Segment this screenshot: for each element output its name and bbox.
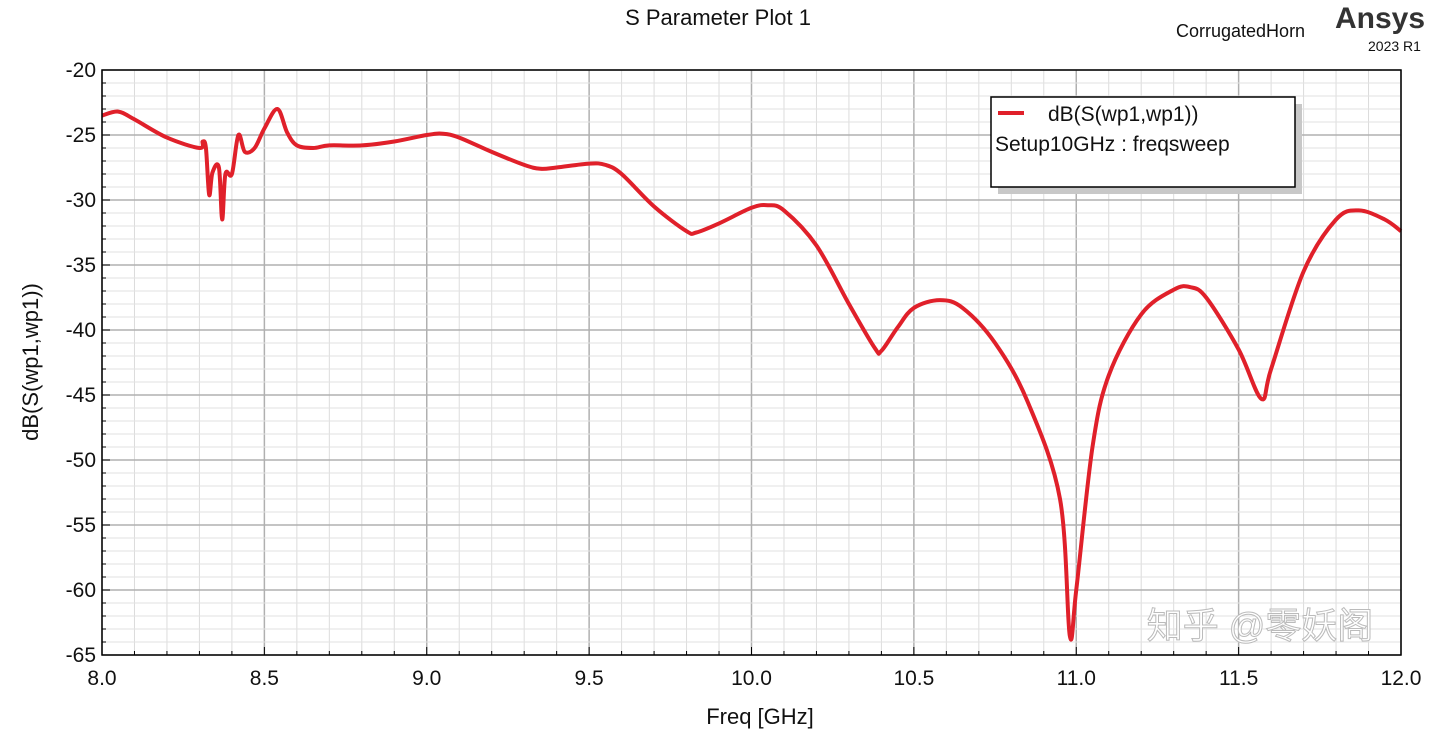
project-name: CorrugatedHorn bbox=[1176, 21, 1306, 41]
x-tick-label: 11.5 bbox=[1219, 667, 1258, 690]
y-tick-label: -35 bbox=[66, 254, 96, 277]
x-tick-label: 11.0 bbox=[1057, 667, 1096, 690]
x-tick-label: 10.0 bbox=[731, 667, 772, 690]
version-label: 2023 R1 bbox=[1368, 38, 1421, 54]
legend-setup: Setup10GHz : freqsweep bbox=[995, 133, 1230, 156]
x-tick-label: 12.0 bbox=[1381, 667, 1422, 690]
chart-title: S Parameter Plot 1 bbox=[625, 5, 811, 30]
series-line bbox=[101, 107, 1403, 642]
y-tick-label: -30 bbox=[66, 189, 96, 212]
watermark: 知乎 @零妖阁 bbox=[1147, 605, 1374, 646]
y-tick-label: -50 bbox=[66, 449, 96, 472]
x-tick-label: 8.0 bbox=[87, 667, 116, 690]
ansys-logo: Ansys bbox=[1335, 2, 1426, 35]
x-tick-label: 9.5 bbox=[575, 667, 604, 690]
y-tick-label: -45 bbox=[66, 384, 96, 407]
x-axis-label: Freq [GHz] bbox=[706, 704, 814, 729]
y-tick-label: -60 bbox=[66, 579, 96, 602]
x-tick-label: 9.0 bbox=[412, 667, 441, 690]
y-tick-label: -40 bbox=[66, 319, 96, 342]
y-axis-label: dB(S(wp1,wp1)) bbox=[18, 283, 43, 441]
x-tick-label: 8.5 bbox=[250, 667, 279, 690]
legend[interactable]: dB(S(wp1,wp1)) Setup10GHz : freqsweep bbox=[990, 96, 1302, 194]
legend-series-name: dB(S(wp1,wp1)) bbox=[1048, 103, 1199, 126]
x-tick-label: 10.5 bbox=[893, 667, 934, 690]
y-tick-label: -25 bbox=[66, 124, 96, 147]
plot-frame bbox=[101, 69, 1402, 656]
y-tick-label: -65 bbox=[66, 644, 96, 667]
y-tick-label: -20 bbox=[66, 59, 96, 82]
y-tick-label: -55 bbox=[66, 514, 96, 537]
